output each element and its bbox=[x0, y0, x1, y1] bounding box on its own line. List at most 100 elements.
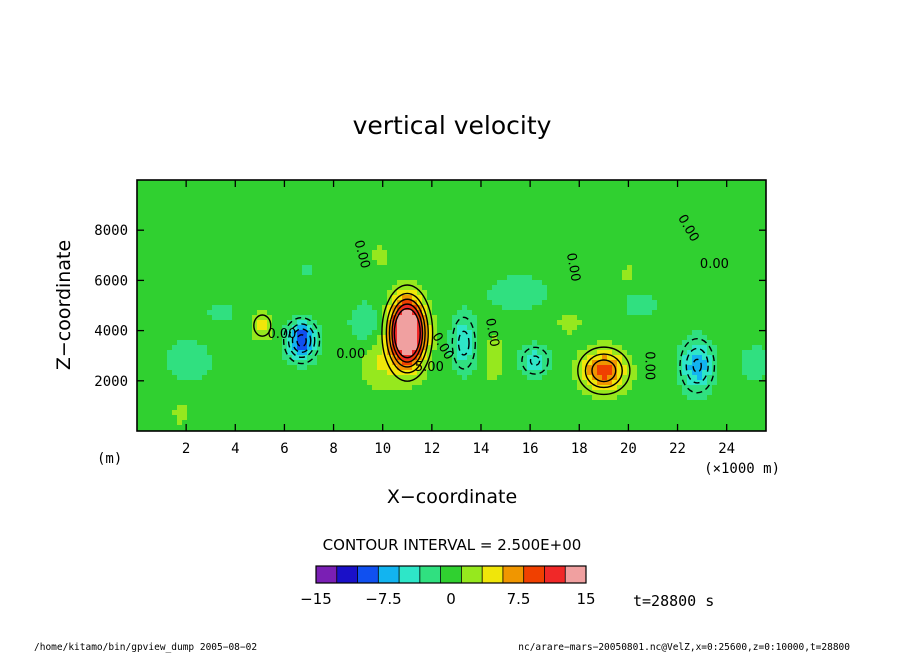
field-cell bbox=[507, 350, 513, 356]
field-cell bbox=[192, 370, 198, 376]
field-cell bbox=[587, 285, 593, 291]
field-cell bbox=[642, 185, 648, 191]
field-cell bbox=[507, 285, 513, 291]
field-cell bbox=[622, 265, 628, 271]
field-cell bbox=[662, 305, 668, 311]
field-cell bbox=[342, 235, 348, 241]
field-cell bbox=[312, 305, 318, 311]
field-cell bbox=[162, 250, 168, 256]
field-cell bbox=[567, 285, 573, 291]
field-cell bbox=[692, 340, 698, 346]
field-cell bbox=[252, 185, 258, 191]
field-cell bbox=[367, 350, 373, 356]
field-cell bbox=[742, 205, 748, 211]
field-cell bbox=[482, 195, 488, 201]
field-cell bbox=[622, 225, 628, 231]
field-cell bbox=[752, 345, 758, 351]
field-cell bbox=[492, 255, 498, 261]
field-cell bbox=[712, 235, 718, 241]
field-cell bbox=[282, 315, 288, 321]
field-cell bbox=[382, 365, 388, 371]
field-cell bbox=[447, 250, 453, 256]
field-cell bbox=[602, 310, 608, 316]
field-cell bbox=[142, 195, 148, 201]
field-cell bbox=[347, 220, 353, 226]
field-cell bbox=[162, 210, 168, 216]
field-cell bbox=[167, 330, 173, 336]
field-cell bbox=[137, 220, 143, 226]
field-cell bbox=[202, 180, 208, 186]
field-cell bbox=[202, 360, 208, 366]
field-cell bbox=[207, 260, 213, 266]
field-cell bbox=[517, 230, 523, 236]
field-cell bbox=[362, 185, 368, 191]
field-cell bbox=[282, 245, 288, 251]
field-cell bbox=[467, 185, 473, 191]
field-cell bbox=[287, 185, 293, 191]
field-cell bbox=[297, 200, 303, 206]
field-cell bbox=[672, 275, 678, 281]
field-cell bbox=[452, 200, 458, 206]
field-cell bbox=[397, 205, 403, 211]
field-cell bbox=[687, 205, 693, 211]
field-cell bbox=[512, 365, 518, 371]
field-cell bbox=[607, 200, 613, 206]
field-cell bbox=[287, 340, 293, 346]
field-cell bbox=[262, 245, 268, 251]
field-cell bbox=[662, 315, 668, 321]
field-cell bbox=[302, 325, 308, 331]
field-cell bbox=[322, 220, 328, 226]
field-cell bbox=[272, 340, 278, 346]
field-cell bbox=[532, 260, 538, 266]
field-cell bbox=[407, 205, 413, 211]
field-cell bbox=[337, 210, 343, 216]
field-cell bbox=[142, 325, 148, 331]
field-cell bbox=[657, 255, 663, 261]
field-cell bbox=[502, 235, 508, 241]
field-cell bbox=[192, 310, 198, 316]
field-cell bbox=[307, 290, 313, 296]
field-cell bbox=[512, 305, 518, 311]
field-cell bbox=[497, 360, 503, 366]
field-cell bbox=[602, 200, 608, 206]
field-cell bbox=[282, 360, 288, 366]
field-cell bbox=[267, 225, 273, 231]
field-cell bbox=[232, 360, 238, 366]
field-cell bbox=[697, 285, 703, 291]
field-cell bbox=[222, 220, 228, 226]
field-cell bbox=[612, 250, 618, 256]
field-cell bbox=[252, 345, 258, 351]
field-cell bbox=[247, 200, 253, 206]
field-cell bbox=[387, 190, 393, 196]
field-cell bbox=[567, 260, 573, 266]
field-cell bbox=[417, 200, 423, 206]
field-cell bbox=[577, 330, 583, 336]
field-cell bbox=[597, 265, 603, 271]
field-cell bbox=[242, 370, 248, 376]
field-cell bbox=[537, 235, 543, 241]
field-cell bbox=[312, 245, 318, 251]
field-cell bbox=[702, 205, 708, 211]
field-cell bbox=[427, 285, 433, 291]
field-cell bbox=[687, 185, 693, 191]
field-cell bbox=[547, 210, 553, 216]
field-cell bbox=[557, 225, 563, 231]
field-cell bbox=[457, 180, 463, 186]
field-cell bbox=[242, 300, 248, 306]
field-cell bbox=[712, 295, 718, 301]
field-cell bbox=[372, 290, 378, 296]
field-cell bbox=[452, 350, 458, 356]
field-cell bbox=[182, 265, 188, 271]
field-cell bbox=[757, 285, 763, 291]
field-cell bbox=[272, 295, 278, 301]
field-cell bbox=[162, 215, 168, 221]
field-cell bbox=[687, 220, 693, 226]
field-cell bbox=[687, 265, 693, 271]
field-cell bbox=[587, 330, 593, 336]
field-cell bbox=[217, 215, 223, 221]
field-cell bbox=[637, 325, 643, 331]
field-cell bbox=[242, 210, 248, 216]
field-cell bbox=[142, 240, 148, 246]
field-cell bbox=[362, 335, 368, 341]
field-cell bbox=[402, 315, 408, 321]
